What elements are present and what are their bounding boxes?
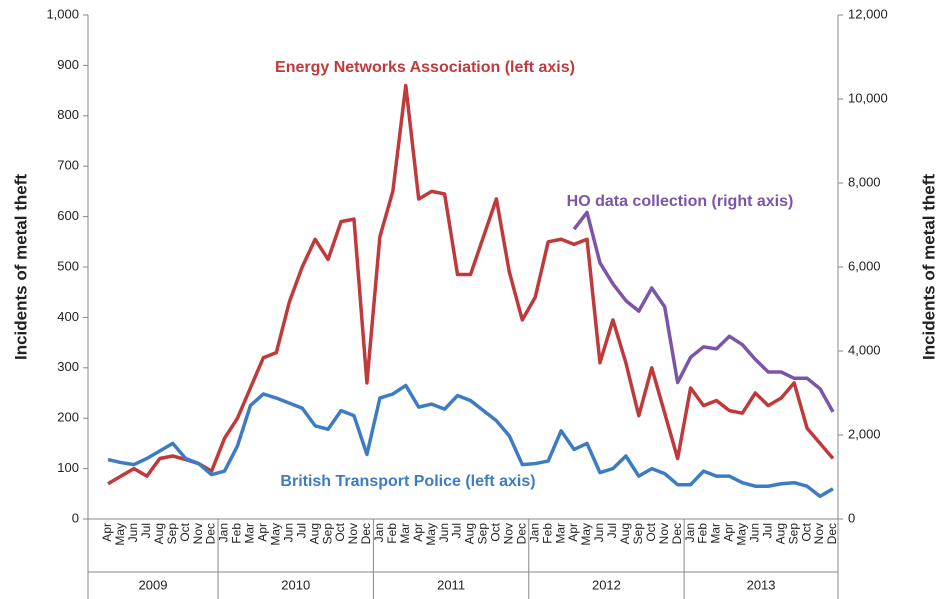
y-tick-label: 400 xyxy=(57,309,79,324)
x-tick-label: Jun xyxy=(747,523,761,542)
y-axis-title: Incidents of metal theft xyxy=(11,174,30,360)
x-tick-label: Jul xyxy=(294,523,308,538)
x-tick-label: Jul xyxy=(450,523,464,538)
x-tick-label: Jun xyxy=(592,523,606,542)
year-label: 2011 xyxy=(437,577,465,592)
x-tick-label: Nov xyxy=(191,523,205,544)
y2-tick-label: 0 xyxy=(848,510,855,525)
x-tick-label: Jul xyxy=(760,523,774,538)
y2-tick-label: 10,000 xyxy=(848,90,888,105)
x-tick-label: Jun xyxy=(437,523,451,542)
x-tick-label: Sep xyxy=(631,523,645,545)
y2-tick-label: 6,000 xyxy=(848,258,881,273)
x-tick-label: Aug xyxy=(463,523,477,544)
x-tick-label: Feb xyxy=(696,523,710,544)
x-tick-label: Jul xyxy=(139,523,153,538)
year-label: 2009 xyxy=(139,577,168,592)
x-tick-label: Nov xyxy=(346,523,360,544)
y2-tick-label: 12,000 xyxy=(848,6,888,21)
x-tick-label: Nov xyxy=(502,523,516,544)
y2-axis-title: Incidents of metal theft xyxy=(919,174,938,360)
y-tick-label: 900 xyxy=(57,57,79,72)
x-tick-label: Dec xyxy=(825,523,839,544)
x-tick-label: Jun xyxy=(281,523,295,542)
x-tick-label: Sep xyxy=(476,523,490,545)
x-tick-label: Jan xyxy=(217,523,231,542)
x-tick-label: Jun xyxy=(126,523,140,542)
x-tick-label: Apr xyxy=(411,523,425,542)
x-tick-label: Apr xyxy=(566,523,580,542)
x-tick-label: Feb xyxy=(230,523,244,544)
x-tick-label: Oct xyxy=(178,522,192,541)
x-tick-label: Nov xyxy=(657,523,671,544)
x-tick-label: Aug xyxy=(307,523,321,544)
x-tick-label: May xyxy=(579,523,593,546)
x-tick-label: Oct xyxy=(644,522,658,541)
series-line xyxy=(572,210,835,413)
year-label: 2012 xyxy=(592,577,621,592)
x-tick-label: Oct xyxy=(489,522,503,541)
x-tick-label: Aug xyxy=(618,523,632,544)
x-tick-label: Dec xyxy=(204,523,218,544)
y-tick-label: 800 xyxy=(57,107,79,122)
x-tick-label: Aug xyxy=(773,523,787,544)
y-tick-label: 1,000 xyxy=(46,6,79,21)
x-tick-label: May xyxy=(424,523,438,546)
x-tick-label: Dec xyxy=(514,523,528,544)
x-tick-label: Feb xyxy=(385,523,399,544)
x-tick-label: Nov xyxy=(812,523,826,544)
x-tick-label: May xyxy=(113,523,127,546)
x-tick-label: Jan xyxy=(372,523,386,542)
x-tick-label: May xyxy=(735,523,749,546)
x-tick-label: May xyxy=(268,523,282,546)
y2-tick-label: 2,000 xyxy=(848,426,881,441)
x-tick-label: Jan xyxy=(683,523,697,542)
x-tick-label: Apr xyxy=(256,523,270,542)
y-tick-label: 500 xyxy=(57,258,79,273)
x-tick-label: Sep xyxy=(165,523,179,545)
series-label: British Transport Police (left axis) xyxy=(280,473,535,490)
y-tick-label: 0 xyxy=(72,510,79,525)
year-label: 2010 xyxy=(281,577,310,592)
x-tick-label: Sep xyxy=(320,523,334,545)
x-tick-label: Apr xyxy=(722,523,736,542)
y-tick-label: 300 xyxy=(57,359,79,374)
x-tick-label: Mar xyxy=(709,523,723,544)
x-tick-label: Jan xyxy=(527,523,541,542)
x-tick-label: Sep xyxy=(786,523,800,545)
y-tick-label: 600 xyxy=(57,208,79,223)
x-tick-label: Feb xyxy=(540,523,554,544)
series-label: Energy Networks Association (left axis) xyxy=(275,59,575,76)
y-tick-label: 100 xyxy=(57,460,79,475)
x-tick-label: Mar xyxy=(553,523,567,544)
series-line xyxy=(107,383,834,499)
x-tick-label: Oct xyxy=(333,522,347,541)
x-tick-label: Dec xyxy=(359,523,373,544)
x-tick-label: Aug xyxy=(152,523,166,544)
x-tick-label: Apr xyxy=(100,523,114,542)
year-label: 2013 xyxy=(747,577,776,592)
x-tick-label: Jul xyxy=(605,523,619,538)
series-line xyxy=(107,83,835,486)
y2-tick-label: 4,000 xyxy=(848,342,881,357)
series-label: HO data collection (right axis) xyxy=(567,193,794,210)
x-tick-label: Dec xyxy=(670,523,684,544)
y-tick-label: 200 xyxy=(57,410,79,425)
x-tick-label: Mar xyxy=(398,523,412,544)
x-tick-label: Oct xyxy=(799,522,813,541)
x-tick-label: Mar xyxy=(243,523,257,544)
y-tick-label: 700 xyxy=(57,158,79,173)
y2-tick-label: 8,000 xyxy=(848,174,881,189)
